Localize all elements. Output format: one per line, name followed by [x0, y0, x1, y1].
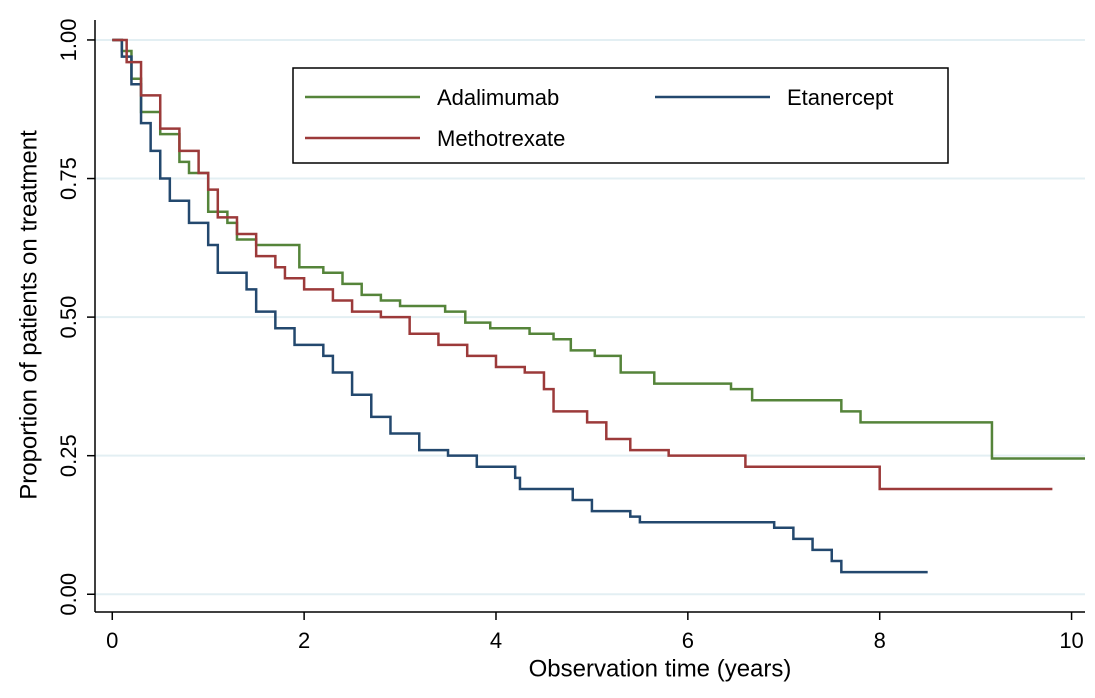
x-tick-label: 0	[106, 628, 118, 653]
legend-label: Etanercept	[787, 85, 893, 110]
y-tick-label: 0.00	[56, 573, 81, 616]
x-tick-label: 2	[298, 628, 310, 653]
y-tick-label: 0.25	[56, 434, 81, 477]
km-curve	[112, 38, 1085, 460]
legend-label: Adalimumab	[437, 85, 559, 110]
y-axis-title: Proportion of patients on treatment	[15, 130, 42, 500]
x-tick-label: 10	[1059, 628, 1083, 653]
x-axis-title: Observation time (years)	[529, 655, 792, 682]
y-tick-label: 0.50	[56, 296, 81, 339]
x-tick-label: 6	[682, 628, 694, 653]
km-curve	[112, 38, 928, 574]
y-tick-label: 1.00	[56, 19, 81, 62]
legend-box	[292, 67, 949, 164]
y-tick-label: 0.75	[56, 157, 81, 200]
x-tick-label: 4	[490, 628, 502, 653]
legend-label: Methotrexate	[437, 126, 565, 151]
km-curve	[112, 38, 1053, 491]
x-tick-label: 8	[874, 628, 886, 653]
